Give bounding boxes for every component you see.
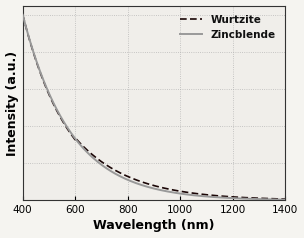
Legend: Wurtzite, Zincblende: Wurtzite, Zincblende xyxy=(175,11,280,44)
Zincblende xyxy=(21,13,25,16)
Line: Wurtzite: Wurtzite xyxy=(23,15,285,199)
X-axis label: Wavelength (nm): Wavelength (nm) xyxy=(93,219,215,233)
Wurtzite xyxy=(284,198,287,200)
Zincblende xyxy=(276,198,279,201)
Wurtzite xyxy=(142,181,145,184)
Zincblende xyxy=(149,186,152,189)
Line: Zincblende: Zincblende xyxy=(23,15,285,200)
Wurtzite xyxy=(276,198,279,200)
Wurtzite xyxy=(228,195,231,198)
Wurtzite xyxy=(34,60,38,62)
Y-axis label: Intensity (a.u.): Intensity (a.u.) xyxy=(5,50,19,156)
Zincblende xyxy=(142,184,145,187)
Zincblende xyxy=(34,59,38,62)
Zincblende xyxy=(228,197,231,199)
Zincblende xyxy=(276,198,279,201)
Wurtzite xyxy=(149,183,152,186)
Wurtzite xyxy=(276,198,279,200)
Zincblende xyxy=(284,198,287,201)
Wurtzite xyxy=(21,13,25,16)
